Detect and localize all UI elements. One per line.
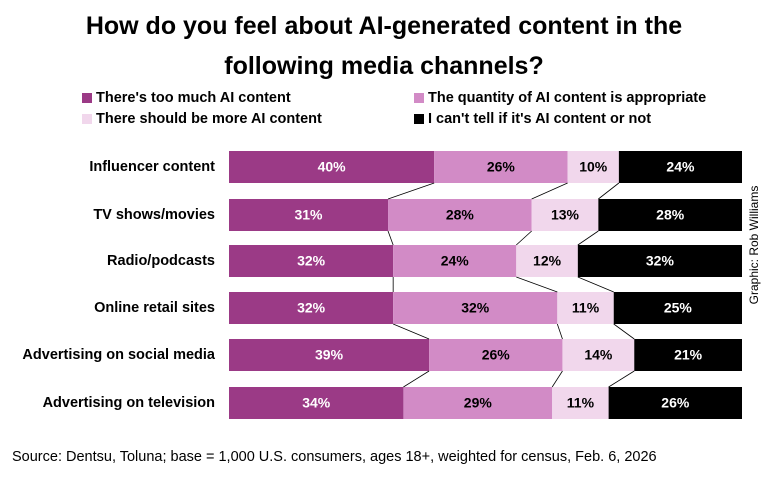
legend-swatch	[414, 114, 424, 124]
legend-label: The quantity of AI content is appropriat…	[428, 90, 706, 106]
bar-segment	[229, 199, 389, 231]
bar-segment	[393, 245, 517, 277]
value-label: 11%	[567, 395, 595, 411]
bar-segment	[598, 199, 742, 231]
bar-segment	[403, 387, 553, 419]
legend-swatch	[82, 93, 92, 103]
bar-segment	[531, 199, 599, 231]
connector-line	[613, 323, 635, 340]
bar-segment	[229, 245, 394, 277]
value-label: 31%	[294, 207, 323, 223]
category-label: Online retail sites	[94, 300, 215, 316]
category-label: Advertising on social media	[22, 347, 216, 363]
connector-line	[608, 370, 635, 388]
bar-segment	[562, 339, 635, 371]
connector-line	[387, 182, 435, 200]
connector-line	[598, 182, 620, 200]
connector-line	[556, 323, 563, 340]
bar-segment	[393, 292, 558, 324]
bar-segment	[429, 339, 563, 371]
value-label: 32%	[646, 253, 675, 269]
bar-segment	[613, 292, 742, 324]
chart-title: How do you feel about AI-generated conte…	[85, 12, 683, 80]
value-label: 29%	[464, 395, 493, 411]
bar-segment	[229, 339, 430, 371]
value-label: 26%	[487, 159, 516, 175]
connector-line	[387, 230, 394, 246]
legend-label: There's too much AI content	[96, 90, 291, 106]
value-label: 32%	[297, 253, 326, 269]
category-label: Advertising on television	[43, 395, 215, 411]
value-label: 26%	[661, 395, 690, 411]
bar-segment	[552, 387, 609, 419]
connector-line	[577, 276, 614, 293]
category-label: TV shows/movies	[93, 207, 215, 223]
bar-segment	[229, 387, 404, 419]
value-label: 12%	[533, 253, 562, 269]
value-label: 32%	[461, 300, 490, 316]
connector-line	[531, 182, 568, 200]
value-label: 26%	[482, 347, 511, 363]
bar-segment	[557, 292, 614, 324]
value-label: 28%	[656, 207, 685, 223]
value-label: 11%	[572, 300, 600, 316]
legend-swatch	[82, 114, 92, 124]
category-label: Radio/podcasts	[107, 253, 215, 269]
connector-line	[393, 323, 430, 340]
source: Source: Dentsu, Toluna; base = 1,000 U.S…	[12, 449, 657, 465]
value-label: 24%	[441, 253, 470, 269]
value-label: 34%	[302, 395, 331, 411]
bar-segment	[577, 245, 742, 277]
connector-line	[551, 370, 563, 388]
value-label: 40%	[318, 159, 347, 175]
credit: Graphic: Rob Williams	[747, 186, 761, 305]
value-label: 10%	[579, 159, 608, 175]
bar-segment	[516, 245, 578, 277]
value-label: 13%	[551, 207, 580, 223]
value-label: 32%	[297, 300, 326, 316]
connector-line	[516, 276, 558, 293]
connector-line	[403, 370, 430, 388]
bar-segment	[229, 151, 435, 183]
connector-line	[516, 230, 532, 246]
bar-segment	[567, 151, 619, 183]
value-label: 39%	[315, 347, 344, 363]
value-label: 24%	[666, 159, 695, 175]
category-label: Influencer content	[89, 159, 215, 175]
bar-segment	[229, 292, 394, 324]
value-label: 28%	[446, 207, 475, 223]
value-label: 21%	[674, 347, 703, 363]
bar-segment	[634, 339, 742, 371]
value-label: 14%	[584, 347, 613, 363]
bar-segment	[388, 199, 532, 231]
legend-swatch	[414, 93, 424, 103]
bar-segment	[608, 387, 742, 419]
legend-label: There should be more AI content	[96, 111, 322, 127]
legend-label: I can't tell if it's AI content or not	[428, 111, 651, 127]
bar-segment	[434, 151, 568, 183]
connector-line	[577, 230, 599, 246]
value-label: 25%	[664, 300, 693, 316]
bar-segment	[618, 151, 742, 183]
